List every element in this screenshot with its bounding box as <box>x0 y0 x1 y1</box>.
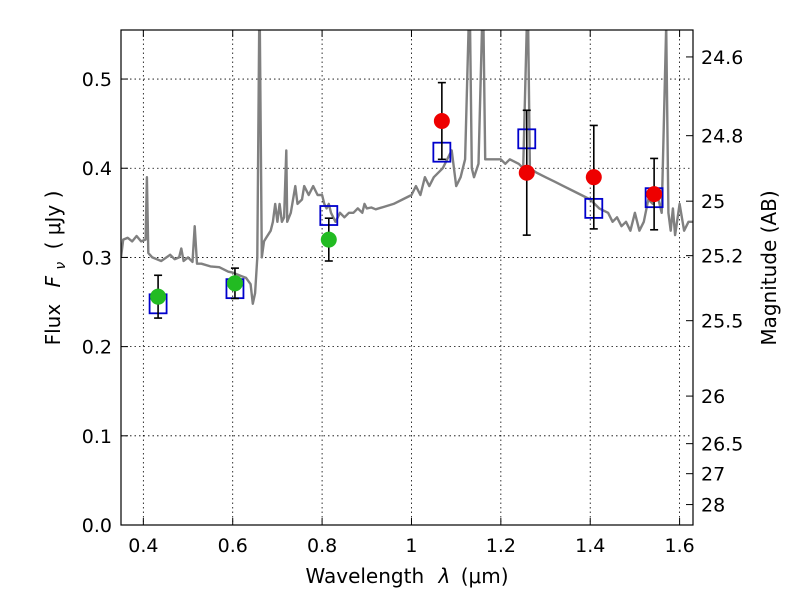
space-data-point <box>518 164 535 181</box>
x-tick-label: 0.6 <box>218 535 248 557</box>
y2-tick-label: 24.8 <box>701 126 743 148</box>
y-axis-title-text: Flux <box>41 304 65 346</box>
y-axis-title-sub: ν <box>53 262 69 270</box>
y-tick-label: 0.4 <box>82 158 112 180</box>
spectrum-line <box>121 30 693 305</box>
y2-tick-label: 27 <box>701 464 725 486</box>
space-data-point <box>646 186 663 203</box>
spectrum-layer <box>121 30 693 305</box>
space-data-point <box>585 169 602 186</box>
x-axis-title: Wavelength λ (μm) <box>305 564 508 588</box>
plot-frame <box>120 29 694 526</box>
y-tick-label: 0.0 <box>82 515 112 537</box>
ground-data-point <box>320 231 337 248</box>
x-tick-label: 1 <box>405 535 417 557</box>
y2-tick-label: 25 <box>701 191 725 213</box>
y2-tick-label: 24.6 <box>701 47 743 69</box>
x-axis-title-text: Wavelength <box>305 564 424 588</box>
y2-tick-label: 26 <box>701 386 725 408</box>
y2-tick-label: 25.2 <box>701 246 743 268</box>
y2-tick-label: 26.5 <box>701 434 743 456</box>
ground-data-point <box>150 288 167 305</box>
y-axis-title-unit: ( μJy ) <box>41 191 65 250</box>
y-axis-title-symbol: F <box>41 275 65 287</box>
ground-data-point <box>226 275 243 292</box>
x-axis-title-symbol: λ <box>438 564 451 588</box>
x-tick-label: 1.2 <box>486 535 516 557</box>
x-tick-label: 0.4 <box>128 535 158 557</box>
y-tick-label: 0.2 <box>82 337 112 359</box>
y-axis-title: Flux F ν ( μJy ) <box>41 191 70 346</box>
y-tick-label: 0.3 <box>82 247 112 269</box>
y2-tick-label: 28 <box>701 495 725 517</box>
y2-axis-title: Magnitude (AB) <box>757 190 781 345</box>
y-tick-label: 0.1 <box>82 426 112 448</box>
ticks-layer: 0.4 0.6 0.8 1 1.2 1.4 1.6 0.0 0.1 0.2 0.3 0.4 0.5 24.… <box>82 30 743 557</box>
x-tick-label: 1.4 <box>575 535 605 557</box>
y2-tick-label: 25.5 <box>701 311 743 333</box>
space-data-point <box>433 112 450 129</box>
grid <box>121 30 693 525</box>
y-tick-label: 0.5 <box>82 69 112 91</box>
points-layer <box>148 81 664 319</box>
x-tick-label: 0.8 <box>307 535 337 557</box>
x-axis-title-unit: (μm) <box>461 564 509 588</box>
x-tick-label: 1.6 <box>664 535 694 557</box>
